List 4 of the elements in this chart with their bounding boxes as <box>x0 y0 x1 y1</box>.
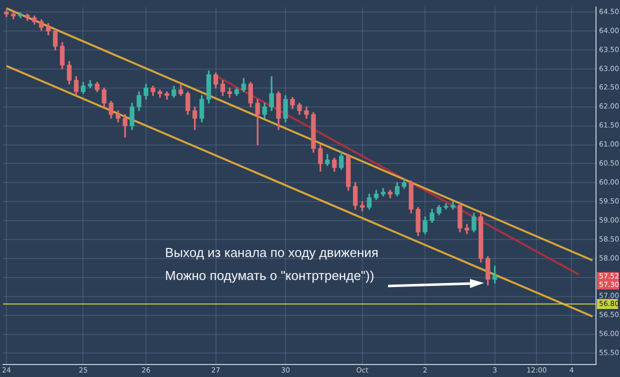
annotation: Выход из канала по ходу движения <box>165 245 378 260</box>
candlestick <box>444 203 448 210</box>
candlestick <box>464 224 470 234</box>
annotation: Можно подумать о "контртренде")) <box>165 268 374 283</box>
